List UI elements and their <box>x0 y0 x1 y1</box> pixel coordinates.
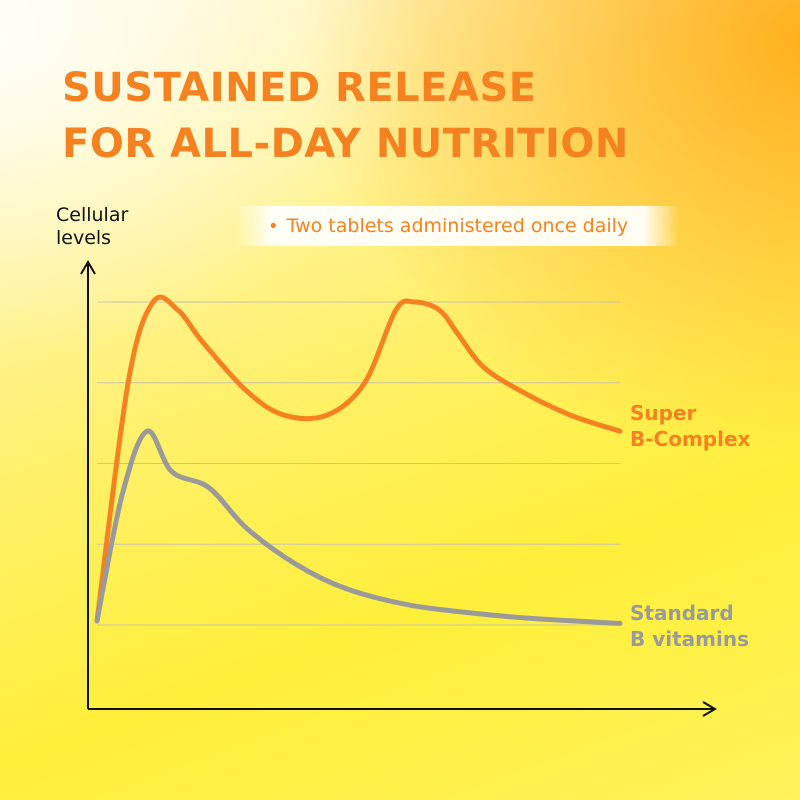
y-axis-label-line-1: Cellular <box>56 204 129 226</box>
y-axis-label: Cellular levels <box>56 204 128 250</box>
series-label-super: Super B-Complex <box>630 400 750 452</box>
title-line-2: FOR ALL-DAY NUTRITION <box>62 121 629 167</box>
bullet-icon: • <box>268 215 279 237</box>
dosage-note-text: Two tablets administered once daily <box>286 215 629 237</box>
y-axis-label-line-2: levels <box>56 227 112 249</box>
series-label-super-line-1: Super <box>630 401 697 425</box>
title-line-1: SUSTAINED RELEASE <box>62 65 537 111</box>
series-label-super-line-2: B-Complex <box>630 427 751 451</box>
series-label-standard-line-1: Standard <box>630 601 734 625</box>
page-title: SUSTAINED RELEASE FOR ALL-DAY NUTRITION <box>62 60 629 172</box>
dosage-note: • Two tablets administered once daily <box>236 206 680 246</box>
y-axis-arrow-icon <box>80 260 96 275</box>
series-label-standard-line-2: B vitamins <box>630 627 749 651</box>
series-label-standard: Standard B vitamins <box>630 600 749 652</box>
series-line-standard <box>94 428 623 626</box>
series-line-super <box>94 294 623 624</box>
x-axis-arrow-icon <box>702 701 717 717</box>
